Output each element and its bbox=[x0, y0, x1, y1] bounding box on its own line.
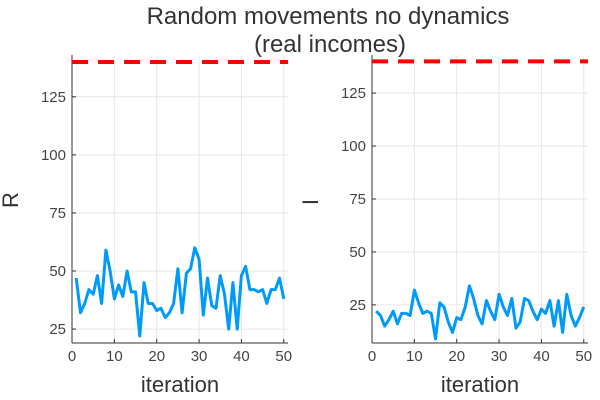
panel-r: 0 10 20 30 40 50 25 50 75 100 125 iteration R bbox=[0, 55, 292, 397]
y-axis-label: R bbox=[0, 192, 23, 208]
x-tick-label: 30 bbox=[191, 348, 208, 365]
y-tick-label: 125 bbox=[41, 89, 66, 106]
x-tick-label: 40 bbox=[533, 348, 550, 365]
y-tick-label: 50 bbox=[49, 263, 66, 280]
x-tick-label: 30 bbox=[491, 348, 508, 365]
y-tick-label: 50 bbox=[349, 244, 366, 261]
y-tick-label: 125 bbox=[341, 85, 366, 102]
y-tick-label: 75 bbox=[349, 191, 366, 208]
panel-i: 0 10 20 30 40 50 25 50 75 100 125 iteration I bbox=[298, 55, 592, 397]
x-tick-label: 10 bbox=[406, 348, 423, 365]
series-line bbox=[74, 246, 286, 338]
y-tick-label: 75 bbox=[49, 205, 66, 222]
y-axis-label: I bbox=[298, 199, 323, 205]
x-tick-label: 40 bbox=[233, 348, 250, 365]
y-tick-label: 25 bbox=[349, 297, 366, 314]
x-axis-label: iteration bbox=[141, 372, 219, 397]
x-tick-label: 0 bbox=[368, 348, 376, 365]
x-tick-label: 50 bbox=[275, 348, 292, 365]
x-tick-label: 50 bbox=[575, 348, 592, 365]
chart-title-line1: Random movements no dynamics bbox=[147, 3, 510, 30]
x-tick-label: 20 bbox=[448, 348, 465, 365]
y-tick-label: 25 bbox=[49, 321, 66, 338]
y-tick-label: 100 bbox=[41, 147, 66, 164]
series-line bbox=[375, 284, 586, 341]
y-tick-label: 100 bbox=[341, 138, 366, 155]
x-tick-label: 10 bbox=[106, 348, 123, 365]
x-tick-label: 0 bbox=[68, 348, 76, 365]
x-tick-label: 20 bbox=[148, 348, 165, 365]
x-axis-label: iteration bbox=[441, 372, 519, 397]
chart-title-line2: (real incomes) bbox=[254, 31, 406, 58]
